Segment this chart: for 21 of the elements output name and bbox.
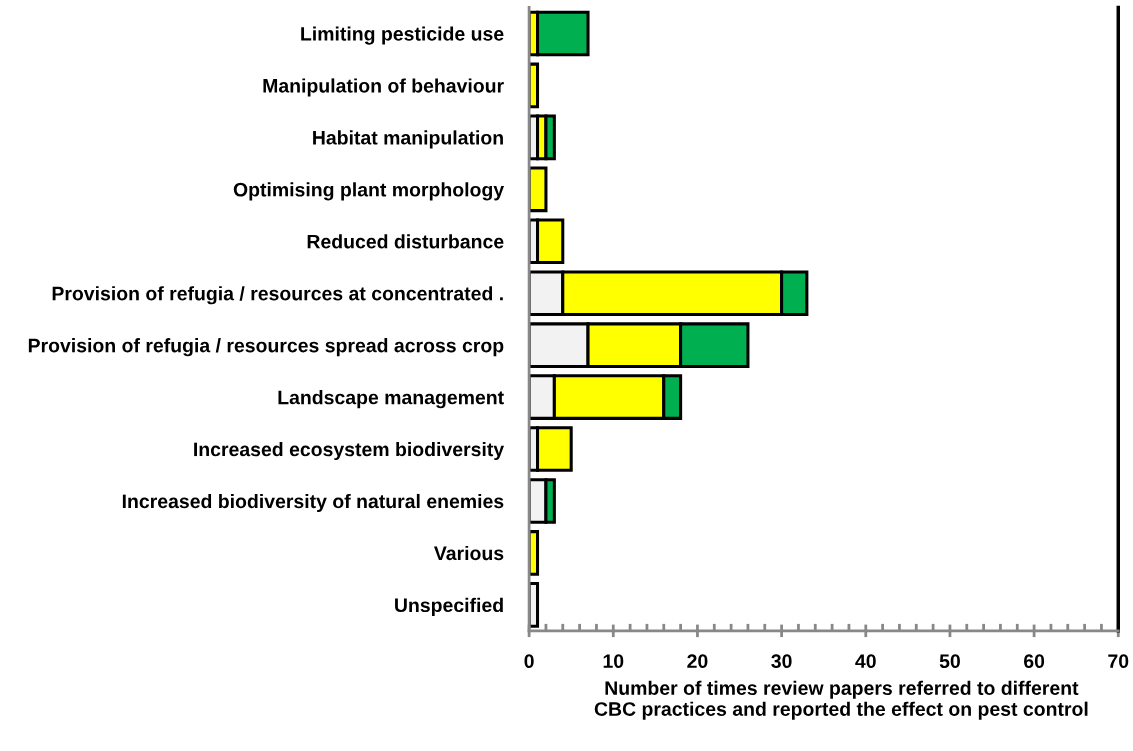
- y-tick-label: Increased biodiversity of natural enemies: [122, 493, 504, 513]
- x-tick-label: 20: [687, 654, 708, 669]
- y-tick-label: Provision of refugia / resources at concentrated .: [52, 286, 503, 305]
- y-tick-label: Habitat manipulation: [313, 130, 503, 149]
- y-tick-label: Increased ecosystem biodiversity: [194, 441, 505, 461]
- y-tick-label: Manipulation of behaviour: [263, 78, 504, 97]
- x-tick-label: 30: [771, 654, 792, 669]
- x-tick-label: 40: [855, 654, 876, 669]
- y-tick-label: Reduced disturbance: [307, 234, 504, 249]
- x-tick-label: 70: [1108, 654, 1129, 669]
- x-tick-label: 60: [1024, 654, 1045, 669]
- x-tick-label: 0: [524, 654, 534, 669]
- x-tick-label: 50: [939, 654, 960, 669]
- x-tick-label: 10: [603, 654, 624, 669]
- y-tick-label: Unspecified: [395, 597, 503, 616]
- y-tick-label: Limiting pesticide use: [301, 26, 504, 45]
- x-axis-title: Number of times review papers referred to different CBC practices and reported the effect on pest control: [594, 680, 1088, 720]
- y-tick-label: Optimising plant morphology: [233, 182, 505, 201]
- y-tick-label: Various: [434, 545, 504, 561]
- y-tick-label: Provision of refugia / resources spread across crop: [28, 338, 504, 357]
- y-tick-label: Landscape management: [278, 390, 504, 409]
